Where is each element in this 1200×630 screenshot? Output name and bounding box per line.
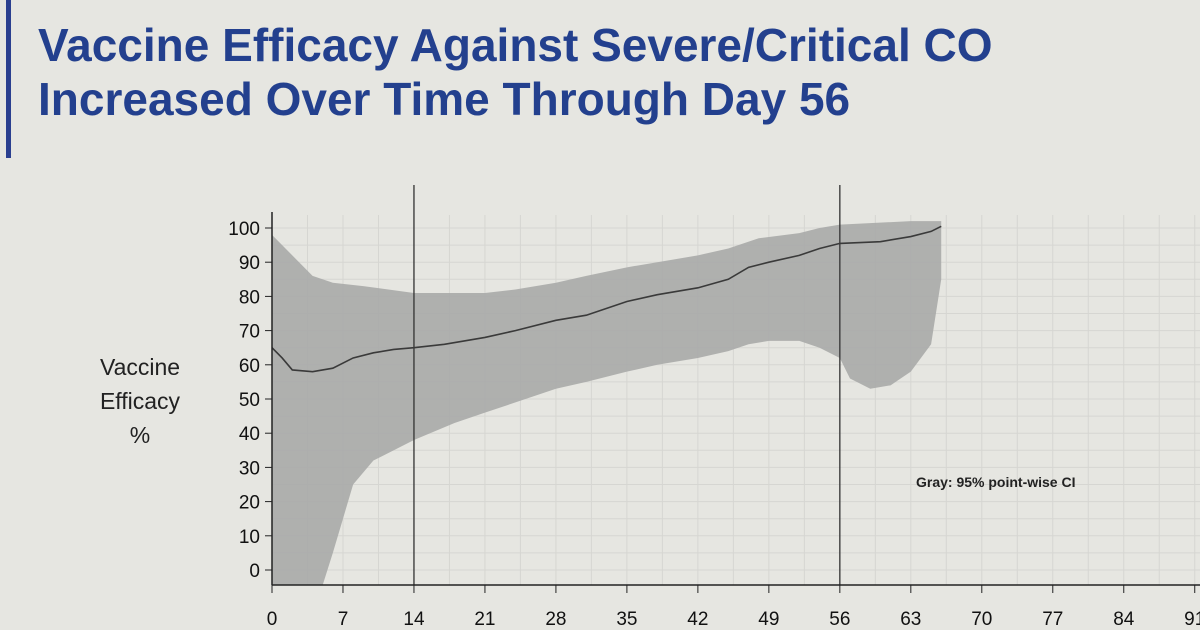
y-tick-label: 30: [239, 458, 260, 479]
ci-annotation: Gray: 95% point-wise CI: [916, 474, 1075, 490]
x-tick-label: 63: [900, 609, 921, 630]
x-tick-label: 7: [338, 609, 349, 630]
y-tick-label: 40: [239, 424, 260, 445]
y-label-line: Efficacy: [99, 388, 181, 414]
title-line-2: Increased Over Time Through Day 56: [38, 73, 851, 125]
y-axis-label: Vaccine Efficacy %: [70, 350, 210, 452]
y-tick-label: 90: [239, 253, 260, 274]
y-label-line: Vaccine: [99, 354, 181, 380]
slide-title: Vaccine Efficacy Against Severe/Critical…: [38, 18, 993, 126]
x-tick-label: 14: [403, 609, 425, 630]
slide-accent-bar: [6, 0, 11, 158]
x-tick-label: 56: [829, 609, 850, 630]
x-tick-label: 70: [971, 609, 992, 630]
x-tick-label: 35: [616, 609, 637, 630]
y-tick-label: 20: [239, 493, 260, 514]
x-tick-label: 77: [1042, 609, 1063, 630]
y-tick-label: 60: [239, 356, 260, 377]
x-tick-label: 0: [267, 609, 278, 630]
y-tick-label: 50: [239, 390, 260, 411]
y-tick-label: 70: [239, 322, 260, 343]
y-tick-label: 100: [228, 219, 260, 240]
y-tick-label: 10: [239, 527, 260, 548]
ci-band: [272, 221, 942, 585]
y-label-line: %: [129, 422, 151, 448]
x-tick-label: 28: [545, 609, 566, 630]
x-tick-label: 21: [474, 609, 495, 630]
x-tick-label: 91: [1184, 609, 1200, 630]
x-tick-label: 42: [687, 609, 708, 630]
x-tick-label: 49: [758, 609, 779, 630]
y-tick-label: 0: [249, 561, 260, 582]
title-line-1: Vaccine Efficacy Against Severe/Critical…: [38, 19, 993, 71]
y-tick-label: 80: [239, 287, 260, 308]
x-tick-label: 84: [1113, 609, 1135, 630]
efficacy-line: [271, 225, 942, 373]
